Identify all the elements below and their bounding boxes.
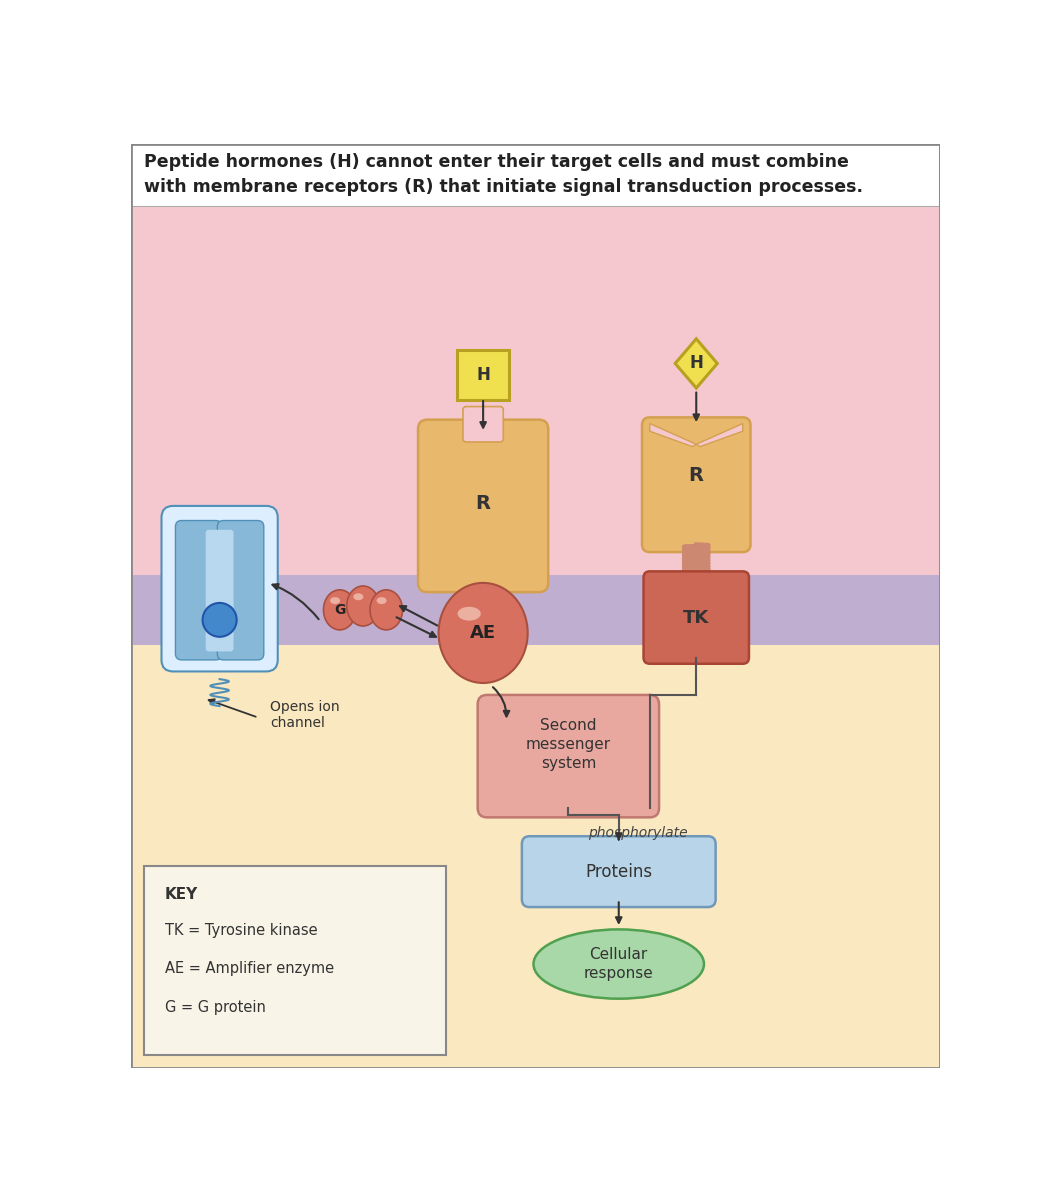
FancyBboxPatch shape (175, 521, 222, 660)
Text: Opens ion
channel: Opens ion channel (270, 701, 339, 731)
Circle shape (203, 602, 237, 637)
FancyBboxPatch shape (642, 418, 751, 552)
Text: G = G protein: G = G protein (165, 1000, 265, 1015)
Ellipse shape (353, 593, 363, 600)
Text: H: H (476, 366, 490, 384)
Text: R: R (689, 466, 704, 485)
Ellipse shape (347, 586, 379, 626)
Ellipse shape (377, 598, 386, 604)
Polygon shape (675, 338, 717, 388)
FancyBboxPatch shape (462, 407, 503, 442)
FancyBboxPatch shape (144, 866, 446, 1055)
Ellipse shape (438, 583, 527, 683)
FancyBboxPatch shape (643, 571, 749, 664)
Ellipse shape (324, 590, 356, 630)
FancyBboxPatch shape (130, 144, 940, 208)
Text: phosphorylate: phosphorylate (589, 826, 688, 840)
Ellipse shape (370, 590, 403, 630)
FancyBboxPatch shape (130, 575, 940, 644)
FancyBboxPatch shape (478, 695, 659, 817)
FancyBboxPatch shape (162, 506, 278, 672)
Text: AE: AE (470, 624, 496, 642)
Polygon shape (696, 424, 742, 446)
Ellipse shape (330, 598, 340, 604)
Text: TK: TK (683, 608, 709, 626)
FancyBboxPatch shape (418, 420, 548, 592)
FancyBboxPatch shape (457, 350, 509, 400)
Text: H: H (689, 354, 704, 372)
Text: G: G (334, 602, 346, 617)
Text: AE = Amplifier enzyme: AE = Amplifier enzyme (165, 961, 334, 976)
FancyBboxPatch shape (130, 644, 940, 1068)
Ellipse shape (533, 929, 704, 998)
Text: KEY: KEY (165, 887, 198, 902)
Text: Proteins: Proteins (586, 863, 652, 881)
Ellipse shape (457, 607, 481, 620)
FancyBboxPatch shape (522, 836, 715, 907)
Polygon shape (649, 424, 696, 446)
Text: R: R (476, 494, 491, 514)
FancyBboxPatch shape (130, 208, 940, 575)
Text: Second
messenger
system: Second messenger system (526, 718, 611, 772)
Text: TK = Tyrosine kinase: TK = Tyrosine kinase (165, 923, 317, 937)
FancyBboxPatch shape (206, 529, 234, 652)
FancyBboxPatch shape (217, 521, 264, 660)
Text: Peptide hormones (H) cannot enter their target cells and must combine
with membr: Peptide hormones (H) cannot enter their … (144, 154, 863, 197)
Text: Cellular
response: Cellular response (584, 947, 654, 980)
